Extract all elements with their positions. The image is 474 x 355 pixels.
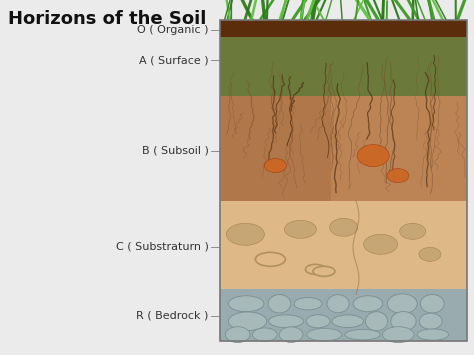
Ellipse shape [227, 223, 264, 245]
Ellipse shape [345, 329, 380, 340]
Ellipse shape [255, 252, 285, 266]
Ellipse shape [419, 313, 442, 329]
Ellipse shape [357, 144, 389, 166]
Ellipse shape [307, 328, 342, 341]
Ellipse shape [387, 294, 417, 313]
Bar [0, 0, 220, 20]
Ellipse shape [387, 169, 409, 182]
Ellipse shape [305, 264, 326, 274]
Bar [220, 20, 467, 37]
Bar [220, 96, 467, 201]
Ellipse shape [400, 223, 426, 239]
Bar [220, 289, 467, 341]
Ellipse shape [264, 159, 286, 173]
Ellipse shape [383, 327, 414, 343]
Ellipse shape [294, 297, 322, 310]
Ellipse shape [353, 296, 383, 312]
Bar [467, 0, 474, 20]
Ellipse shape [252, 328, 277, 341]
Ellipse shape [226, 327, 250, 343]
Ellipse shape [417, 329, 448, 340]
Ellipse shape [327, 295, 349, 313]
Bar [331, 96, 467, 201]
Ellipse shape [391, 312, 416, 331]
Ellipse shape [269, 315, 303, 328]
Text: R ( Bedrock ): R ( Bedrock ) [136, 311, 209, 321]
Ellipse shape [228, 312, 267, 331]
Ellipse shape [279, 327, 303, 342]
Text: O ( Organic ): O ( Organic ) [137, 25, 209, 35]
Ellipse shape [420, 295, 444, 313]
Ellipse shape [306, 315, 330, 328]
Ellipse shape [365, 312, 388, 331]
Ellipse shape [332, 315, 364, 328]
Bar [220, 37, 467, 96]
Ellipse shape [228, 296, 264, 312]
Text: B ( Subsoil ): B ( Subsoil ) [142, 146, 209, 156]
Text: Horizons of the Soil: Horizons of the Soil [8, 10, 206, 28]
Ellipse shape [313, 266, 335, 276]
Text: C ( Substraturn ): C ( Substraturn ) [116, 242, 209, 252]
Bar [220, 201, 467, 289]
Ellipse shape [284, 220, 317, 238]
Text: A ( Surface ): A ( Surface ) [139, 55, 209, 65]
Ellipse shape [268, 295, 291, 313]
Ellipse shape [329, 218, 358, 236]
Ellipse shape [419, 247, 441, 261]
Ellipse shape [364, 234, 398, 254]
Bar [220, 20, 467, 341]
